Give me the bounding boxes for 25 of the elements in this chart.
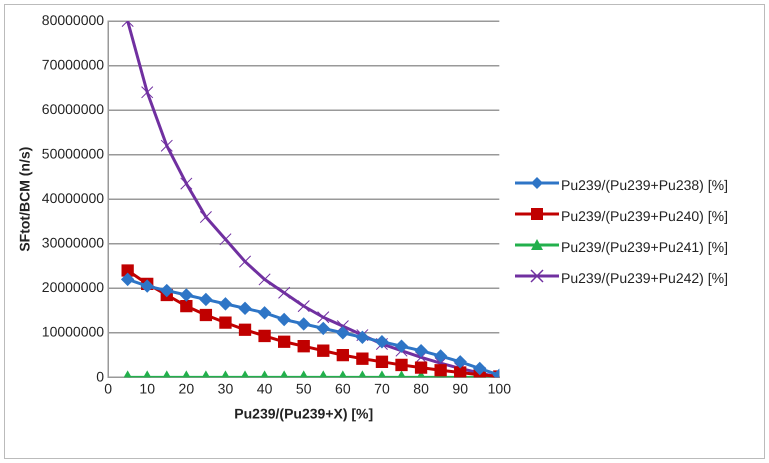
x-tick-label: 100 (488, 380, 512, 396)
legend-label: Pu239/(Pu239+Pu240) [%] (561, 206, 728, 226)
legend-label: Pu239/(Pu239+Pu238) [%] (561, 176, 728, 195)
x-axis-title: Pu239/(Pu239+X) [%] (234, 404, 374, 421)
x-tick-label: 40 (256, 380, 273, 396)
y-tick-label: 70000000 (42, 56, 104, 72)
y-tick-label: 0 (96, 368, 104, 384)
x-tick-label: 10 (139, 380, 156, 396)
legend-label: Pu239/(Pu239+Pu241) [%] (561, 238, 728, 257)
y-tick-label: 40000000 (42, 190, 104, 206)
x-tick-label: 20 (178, 380, 194, 396)
y-tick-label: 30000000 (42, 234, 104, 250)
x-tick-label: 80 (413, 380, 430, 396)
y-tick-label: 50000000 (42, 145, 104, 162)
x-tick-label: 60 (335, 380, 351, 396)
y-axis-title: SFtot/BCM (n/s) (16, 146, 32, 252)
x-tick-label: 30 (218, 380, 234, 396)
x-tick-label: 90 (452, 380, 468, 396)
x-tick-label: 70 (374, 380, 390, 396)
y-tick-label: 10000000 (42, 323, 104, 340)
x-tick-label: 50 (296, 380, 312, 396)
legend-label: Pu239/(Pu239+Pu242) [%] (561, 268, 728, 288)
y-tick-label: 60000000 (42, 100, 104, 116)
y-tick-label: 80000000 (42, 11, 104, 28)
y-tick-label: 20000000 (42, 278, 104, 295)
